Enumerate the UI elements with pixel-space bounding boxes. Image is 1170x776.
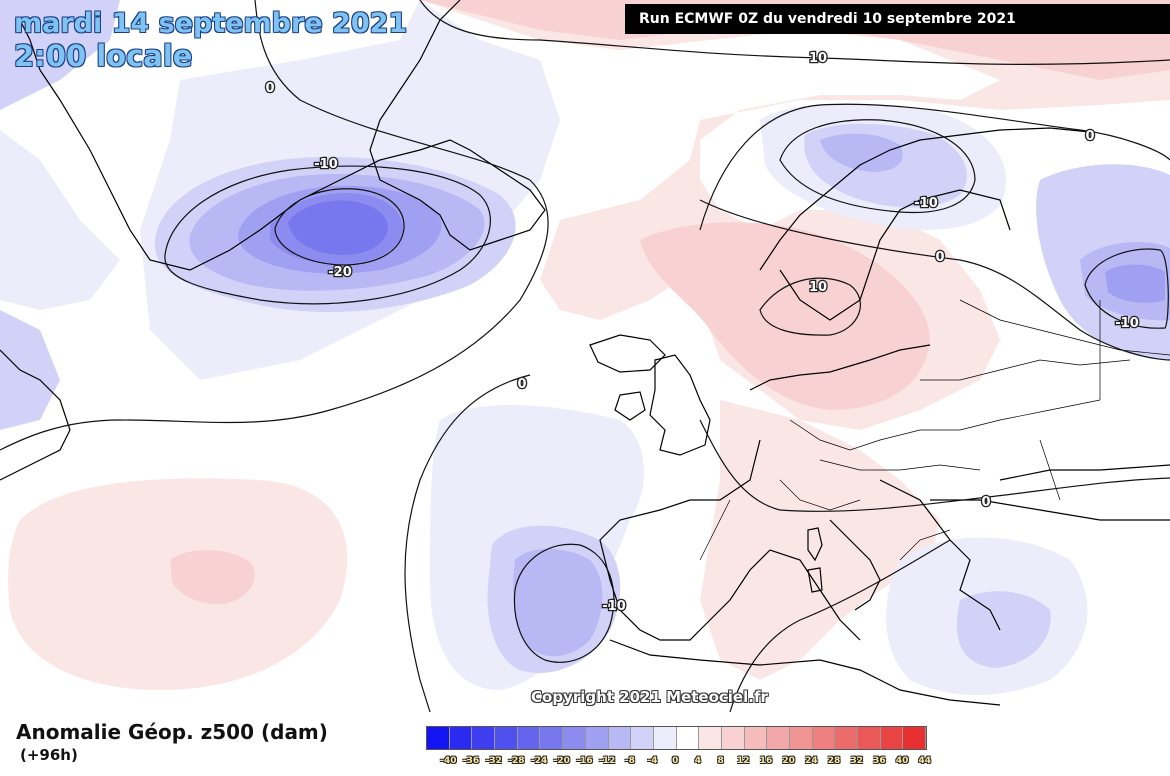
color-swatch (880, 727, 904, 749)
color-scale-ticks: -40 -36 -32 -28 -24 -20 -16 -12 -8 -4 0 4 8 12 16 20 24 2… (437, 756, 936, 766)
coastline-layer (0, 0, 1170, 706)
color-scale-tick: -16 (576, 756, 593, 766)
color-scale-tick: -36 (462, 756, 480, 766)
color-scale-tick: 36 (873, 756, 886, 766)
contour-label: -10 (314, 157, 338, 172)
color-swatch (472, 727, 496, 749)
color-scale-tick: 12 (737, 756, 750, 766)
color-scale-tick: -24 (530, 756, 548, 766)
color-scale-tick: 24 (805, 756, 818, 766)
color-scale-tick: 8 (717, 756, 724, 766)
contour-label: 0 (1085, 129, 1094, 144)
color-swatch (449, 727, 473, 749)
color-swatch (744, 727, 768, 749)
color-swatch (427, 727, 450, 749)
color-scale-tick: -28 (508, 756, 525, 766)
contour-label: -10 (1115, 316, 1139, 331)
contour-label: -10 (914, 196, 938, 211)
model-run-banner: Run ECMWF 0Z du vendredi 10 septembre 20… (625, 4, 1170, 34)
color-swatch (835, 727, 859, 749)
color-swatch (767, 727, 790, 749)
color-scale-tick: 28 (827, 756, 841, 766)
contour-label: 10 (809, 280, 827, 295)
contour-label: 0 (517, 377, 526, 392)
color-scale-tick: -12 (599, 756, 616, 766)
forecast-lead-time: (+96h) (20, 746, 78, 764)
color-scale-tick: 20 (782, 756, 795, 766)
anomaly-map: 0 -10 -20 10 0 -10 0 10 -10 0 0 -10 (0, 0, 1170, 712)
contour-layer (0, 0, 1170, 712)
color-swatch (812, 727, 836, 749)
contour-label: 0 (981, 495, 990, 510)
contour-label: 10 (809, 51, 827, 66)
color-scale-tick: 44 (918, 756, 932, 766)
color-scale-tick: -4 (647, 756, 658, 766)
color-scale-tick: -20 (553, 756, 570, 766)
copyright-notice: Copyright 2021 Meteociel.fr (531, 688, 768, 706)
color-scale-tick: 32 (850, 756, 863, 766)
color-scale (426, 726, 928, 750)
color-scale-tick: 0 (672, 756, 679, 766)
color-swatch (699, 727, 722, 749)
color-swatch (517, 727, 541, 749)
color-swatch (608, 727, 632, 749)
color-scale-tick: -40 (440, 756, 457, 766)
contour-labels: 0 -10 -20 10 0 -10 0 10 -10 0 0 -10 (264, 50, 1140, 616)
anomaly-fill-layer (0, 0, 1170, 695)
color-scale-tick: -8 (624, 756, 635, 766)
color-scale-tick: -32 (485, 756, 502, 766)
map-date-title: mardi 14 septembre 2021 2:00 locale (14, 8, 407, 72)
contour-label: 0 (265, 81, 274, 96)
contour-label: -20 (328, 265, 352, 280)
color-swatch (790, 727, 813, 749)
color-scale-tick: 4 (694, 756, 702, 766)
color-swatch (653, 727, 677, 749)
date-label: mardi 14 septembre 2021 (14, 8, 408, 39)
color-scale-tick: 40 (895, 756, 909, 766)
legend-title: Anomalie Géop. z500 (dam) (16, 720, 328, 744)
color-swatch (631, 727, 654, 749)
color-swatch (676, 727, 700, 749)
color-swatch (858, 727, 881, 749)
color-swatch (495, 727, 518, 749)
color-swatch (903, 727, 927, 749)
contour-label: -10 (602, 599, 626, 614)
color-swatch (540, 727, 564, 749)
contour-label: 0 (935, 250, 944, 265)
color-swatch (721, 727, 745, 749)
color-swatch (585, 727, 609, 749)
color-scale-tick: 16 (759, 756, 773, 766)
color-swatch (563, 727, 586, 749)
time-label: 2:00 locale (14, 39, 193, 73)
